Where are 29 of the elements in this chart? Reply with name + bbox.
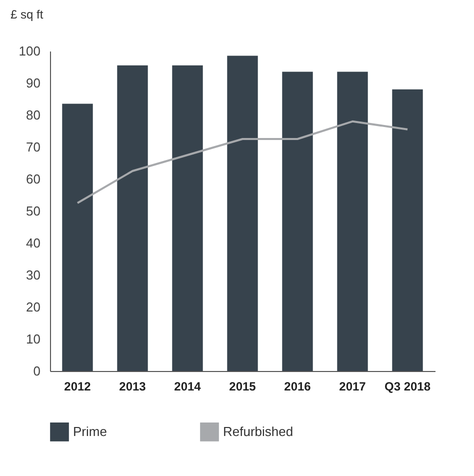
x-tick-label: 2013 (119, 380, 146, 394)
y-axis-title: £ sq ft (10, 8, 44, 22)
y-tick-label: 20 (26, 300, 40, 314)
bar (117, 65, 148, 371)
y-tick-label: 90 (26, 76, 40, 90)
x-tick-label: Q3 2018 (384, 380, 431, 394)
x-tick-label: 2015 (229, 380, 256, 394)
y-tick-label: 30 (26, 268, 40, 282)
bar (62, 104, 93, 371)
y-tick-label: 10 (26, 332, 40, 346)
x-tick-label: 2017 (339, 380, 366, 394)
x-tick-label: 2014 (174, 380, 202, 394)
y-tick-label: 100 (18, 44, 40, 58)
y-tick-label: 80 (26, 108, 40, 122)
bar (172, 65, 203, 371)
y-tick-label: 0 (33, 364, 40, 378)
bar (392, 89, 423, 371)
legend-label: Prime (73, 424, 107, 439)
x-tick-label: 2016 (284, 380, 312, 394)
bar (337, 72, 368, 371)
y-tick-label: 50 (26, 204, 40, 218)
y-tick-label: 70 (26, 140, 40, 154)
legend-label: Refurbished (223, 424, 294, 439)
x-tick-label: 2012 (64, 380, 92, 394)
bar (227, 56, 258, 371)
bar (282, 72, 313, 371)
y-tick-label: 60 (26, 172, 40, 186)
y-tick-label: 40 (26, 236, 40, 250)
line-series (76, 120, 408, 204)
